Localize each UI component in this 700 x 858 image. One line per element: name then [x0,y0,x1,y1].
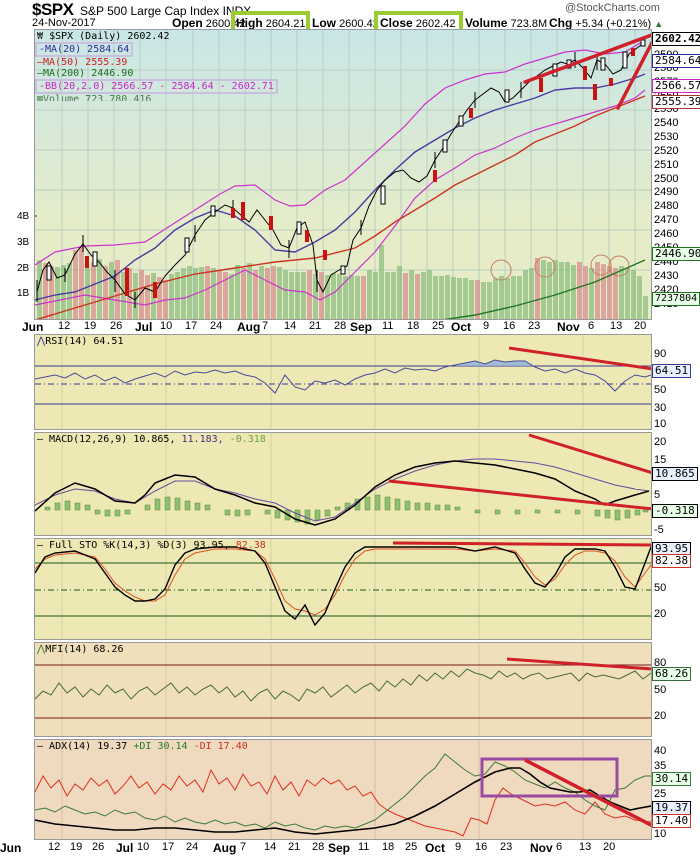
rsi-tick: 90 [654,348,667,360]
rsi-tick: 30 [654,402,667,414]
macd-legend: — MACD(12,26,9) 10.865, 11.183, -0.318 [37,434,266,445]
adx-panel: — ADX(14) 19.37 +DI 30.14 -DI 17.40 [34,739,652,840]
candle-icon: ₩ [37,31,44,42]
stochastic-panel: — Full STO %K(14,3) %D(3) 93.95, 82.38 [34,538,652,640]
low-quote: Low 2600.42 [312,16,379,30]
price-panel: ₩ $SPX (Daily) 2602.42 -MA(20) 2584.64 —… [34,29,652,320]
price-chart-svg [35,30,651,319]
macd-tick: 20 [654,436,667,448]
line-icon: — [37,434,50,445]
chart-date: 24-Nov-2017 [32,17,96,29]
line-icon: — [37,68,44,79]
ma20-tag: 2584.64 [652,54,700,68]
legend-bb: -BB(20,2.0) 2566.57 - 2584.64 - 2602.71 [35,79,278,94]
rsi-tick: 50 [654,384,667,396]
mfi-legend: ⋀MFI(14) 68.26 [37,644,124,655]
volume-bars-icon: ▥ [37,94,44,101]
rsi-chart-svg [35,335,651,429]
macd-hist-tag: -0.318 [652,504,698,518]
vol-tick-2b: 2B [17,263,30,274]
dash-line-icon: - [39,81,46,92]
vol-tick-1b: 1B [17,288,30,299]
mfi-icon: ⋀ [37,644,46,655]
sto-tick: 50 [654,582,667,594]
macd-panel: — MACD(12,26,9) 10.865, 11.183, -0.318 [34,432,652,536]
sto-k-tag: 93.95 [652,542,692,556]
plus-di-tag: 30.14 [652,772,692,786]
mfi-tick: 80 [654,657,667,669]
x-axis-top: Jun 12 19 26 Jul 10 17 24 Aug 7 14 21 28… [22,320,647,334]
y-tick: 2470 [654,214,679,226]
triangle-up-icon: ▲ [654,19,664,29]
y-tick: 2530 [654,131,679,143]
y-tick: 2430 [654,270,679,282]
y-tick: 2500 [654,173,679,185]
sto-d-tag: 82.38 [652,554,692,568]
mfi-tick: 50 [654,684,667,696]
open-quote: Open 2600.42 [172,16,246,30]
vol-tick-3b: 3B [17,237,30,248]
line-icon: — [37,57,44,68]
rsi-legend: ⋀RSI(14) 64.51 [37,336,124,347]
line-icon: — [37,540,50,551]
adx-tick: 40 [654,745,667,757]
y-tick: 2460 [654,228,679,240]
high-quote: High 2604.21 [236,16,306,30]
chart-header: $SPX S&P 500 Large Cap Index INDX @Stock… [0,0,700,36]
rsi-panel: ⋀RSI(14) 64.51 [34,334,652,430]
legend-volume: ▥Volume 723,780,416 [37,94,278,101]
line-icon: — [37,741,50,752]
legend-ma200: —MA(200) 2446.90 [37,68,134,79]
x-axis-bottom: Jun 12 19 26 Jul 10 17 24 Aug 7 14 21 28… [0,841,616,855]
symbol-name: S&P 500 Large Cap Index [80,4,220,18]
y-tick: 2520 [654,145,679,157]
macd-tick: -5 [654,524,664,536]
close-price-tag: 2602.42 [652,32,700,46]
rsi-tick: 10 [654,418,667,430]
rsi-tag: 64.51 [652,364,692,378]
y-tick: 2490 [654,186,679,198]
price-legend: ₩ $SPX (Daily) 2602.42 -MA(20) 2584.64 —… [35,31,278,101]
rsi-icon: ⋀ [37,336,46,347]
bb-lower-tag: 2566.57 [652,79,700,93]
macd-tick: 5 [654,489,661,501]
legend-ma50: —MA(50) 2555.39 [37,57,128,68]
ma200-tag: 2446.90 [652,247,700,261]
y-tick: 2540 [654,117,679,129]
close-quote: Close 2602.42 [380,16,456,30]
mfi-chart-svg [35,643,651,736]
y-tick: 2480 [654,200,679,212]
ma50-tag: 2555.39 [652,95,700,109]
macd-tag: 10.865 [652,467,698,481]
adx-tick: 25 [654,788,667,800]
adx-tick: 10 [654,828,667,840]
mfi-panel: ⋀MFI(14) 68.26 [34,642,652,737]
adx-tag: 19.37 [652,801,692,815]
change-quote: Chg +5.34 (+0.21%) ▲ [549,16,664,30]
sto-tick: 20 [654,608,667,620]
adx-tick: 35 [654,760,667,772]
dash-line-icon: - [39,44,46,55]
macd-tick: 15 [654,454,667,466]
symbol: $SPX [32,0,74,19]
sto-legend: — Full STO %K(14,3) %D(3) 93.95, 82.38 [37,540,266,551]
adx-chart-svg [35,740,651,839]
mfi-tick: 20 [654,710,667,722]
price-title: ₩ $SPX (Daily) 2602.42 [37,31,170,42]
copyright: @StockCharts.com [565,2,660,14]
vol-tick-4b: 4B [17,211,30,222]
minus-di-tag: 17.40 [652,814,692,828]
volume-tag: 7237804 [652,292,700,306]
y-tick: 2510 [654,159,679,171]
macd-chart-svg [35,433,651,535]
legend-ma20: -MA(20) 2584.64 [35,42,134,57]
volume-quote: Volume 723.8M [465,16,548,30]
mfi-tag: 68.26 [652,667,692,681]
adx-legend: — ADX(14) 19.37 +DI 30.14 -DI 17.40 [37,741,248,752]
sto-chart-svg [35,539,651,639]
